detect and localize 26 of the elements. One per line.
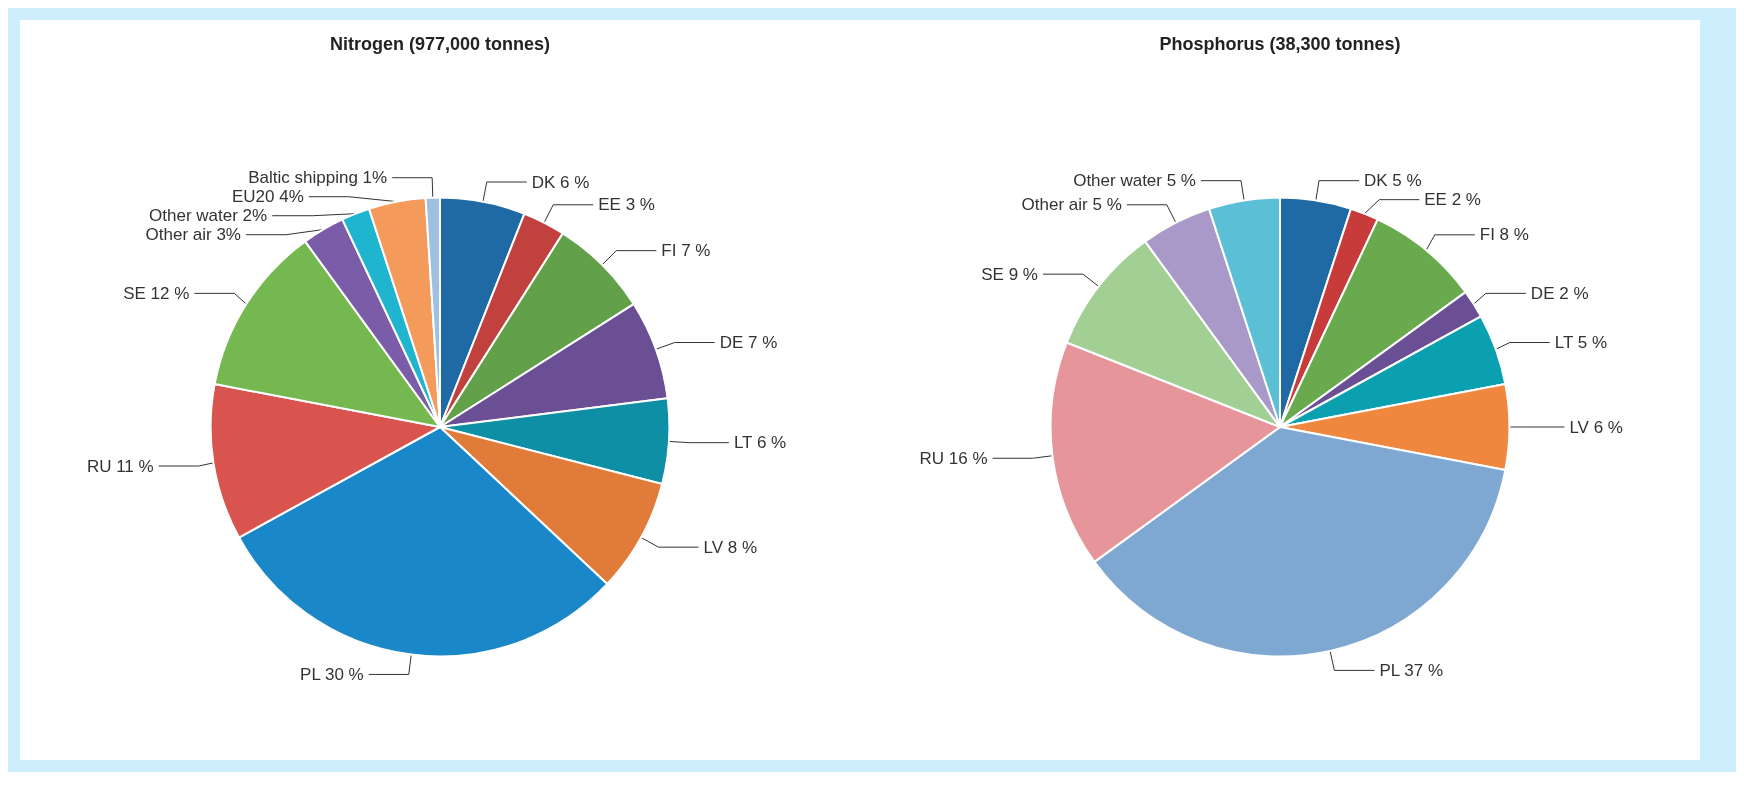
slice-label: Other air 3% (145, 225, 241, 245)
slice-label: Other water 5 % (1073, 171, 1196, 191)
slice-label: LT 5 % (1554, 333, 1608, 353)
slice-label: DK 6 % (531, 172, 590, 192)
slice-label: DK 5 % (1364, 171, 1422, 191)
slice-label: LV 6 % (1569, 417, 1623, 437)
slice-label: SE 12 % (123, 283, 190, 303)
slice-label: PL 30 % (300, 664, 364, 684)
slice-label: LT 6 % (733, 433, 787, 453)
chart-title: Phosphorus (38,300 tonnes) (1159, 34, 1401, 54)
slice-label: DE 7 % (719, 333, 778, 353)
slice-label: RU 11 % (86, 456, 154, 476)
slice-label: RU 16 % (919, 448, 988, 468)
slice-label: LV 8 % (703, 537, 758, 557)
slice-label: SE 9 % (981, 264, 1038, 284)
slice-label: EU20 4% (231, 187, 304, 207)
slice-label: EE 2 % (1424, 190, 1481, 210)
slice-label: Other water 2% (149, 206, 268, 226)
slice-label: Other air 5 % (1021, 195, 1122, 215)
slice-label: FI 8 % (1479, 225, 1529, 245)
slice-label: FI 7 % (661, 241, 711, 261)
chart-title: Nitrogen (977,000 tonnes) (329, 34, 551, 54)
slice-label: EE 3 % (598, 195, 655, 215)
slice-label: Baltic shipping 1% (248, 168, 388, 188)
slice-label: DE 2 % (1530, 283, 1589, 303)
slice-label: PL 37 % (1379, 660, 1444, 680)
